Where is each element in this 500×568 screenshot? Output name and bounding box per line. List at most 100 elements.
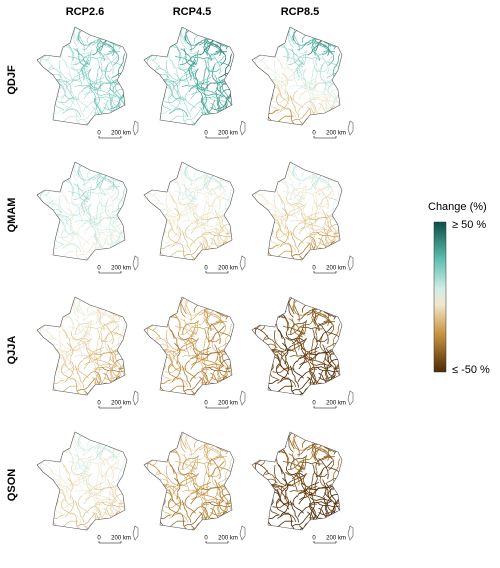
france-fill bbox=[252, 297, 342, 395]
river bbox=[322, 32, 341, 44]
river bbox=[252, 355, 260, 378]
river bbox=[37, 312, 42, 321]
river bbox=[289, 378, 297, 395]
river bbox=[188, 194, 197, 216]
river bbox=[77, 90, 89, 109]
river bbox=[185, 440, 203, 451]
river bbox=[330, 106, 336, 125]
river bbox=[43, 27, 60, 42]
river bbox=[315, 55, 333, 73]
river bbox=[252, 305, 260, 317]
river bbox=[37, 433, 41, 448]
river bbox=[287, 188, 309, 200]
river bbox=[253, 235, 261, 257]
river bbox=[78, 305, 96, 316]
river bbox=[100, 55, 118, 73]
river bbox=[73, 318, 90, 336]
river bbox=[205, 177, 227, 187]
france-fill bbox=[144, 27, 234, 125]
river bbox=[252, 36, 260, 47]
river bbox=[216, 247, 234, 256]
river bbox=[254, 85, 270, 103]
river bbox=[54, 302, 69, 319]
river bbox=[37, 163, 41, 178]
river bbox=[263, 173, 287, 179]
river bbox=[289, 108, 297, 125]
river bbox=[181, 490, 205, 497]
river bbox=[330, 511, 337, 530]
river bbox=[233, 465, 234, 475]
river bbox=[42, 432, 56, 450]
river bbox=[330, 224, 342, 234]
river bbox=[201, 496, 224, 503]
river bbox=[179, 473, 200, 487]
river bbox=[42, 162, 56, 180]
river bbox=[155, 308, 179, 314]
river bbox=[144, 89, 156, 110]
river bbox=[264, 107, 268, 125]
river bbox=[257, 432, 271, 450]
river bbox=[285, 466, 305, 477]
river bbox=[161, 437, 176, 454]
river bbox=[264, 377, 268, 395]
river bbox=[316, 231, 340, 238]
river bbox=[124, 95, 127, 116]
river bbox=[115, 106, 121, 125]
river bbox=[252, 85, 262, 99]
river bbox=[303, 204, 313, 224]
river bbox=[54, 167, 69, 184]
river bbox=[100, 325, 118, 343]
river bbox=[76, 243, 96, 257]
river bbox=[98, 177, 120, 187]
river bbox=[216, 382, 234, 391]
river bbox=[51, 34, 66, 49]
river bbox=[144, 117, 148, 125]
river bbox=[72, 458, 94, 470]
france-fill bbox=[144, 297, 234, 395]
river bbox=[96, 174, 105, 197]
river bbox=[181, 220, 205, 227]
river bbox=[215, 50, 227, 66]
river bbox=[204, 59, 220, 73]
river bbox=[341, 330, 342, 340]
river bbox=[285, 336, 298, 356]
river bbox=[62, 329, 72, 352]
river bbox=[322, 302, 341, 314]
river bbox=[166, 465, 177, 485]
river bbox=[292, 90, 304, 109]
river bbox=[45, 34, 62, 51]
scale-end: 200 km bbox=[326, 536, 346, 542]
river bbox=[179, 53, 201, 65]
river bbox=[323, 50, 335, 66]
river bbox=[311, 309, 320, 332]
river bbox=[190, 194, 198, 216]
river bbox=[222, 106, 229, 125]
river bbox=[48, 432, 56, 455]
river bbox=[229, 213, 234, 232]
river bbox=[76, 513, 96, 527]
river bbox=[324, 112, 342, 121]
river bbox=[78, 35, 96, 46]
river bbox=[188, 464, 197, 486]
river bbox=[103, 323, 114, 345]
river bbox=[49, 512, 53, 530]
river bbox=[206, 178, 222, 191]
corsica bbox=[347, 390, 354, 406]
river bbox=[188, 59, 197, 81]
scale-end: 200 km bbox=[111, 536, 131, 542]
river bbox=[78, 299, 85, 322]
river bbox=[40, 238, 54, 257]
river bbox=[118, 87, 127, 100]
scale-start: 0 bbox=[97, 131, 101, 137]
river bbox=[110, 439, 127, 449]
river bbox=[108, 492, 125, 511]
river bbox=[95, 86, 100, 110]
river bbox=[256, 512, 269, 530]
river bbox=[252, 344, 267, 357]
river bbox=[82, 503, 102, 517]
river bbox=[310, 356, 315, 380]
river bbox=[293, 35, 311, 46]
river bbox=[330, 358, 342, 369]
river bbox=[41, 107, 54, 125]
river bbox=[144, 85, 152, 108]
